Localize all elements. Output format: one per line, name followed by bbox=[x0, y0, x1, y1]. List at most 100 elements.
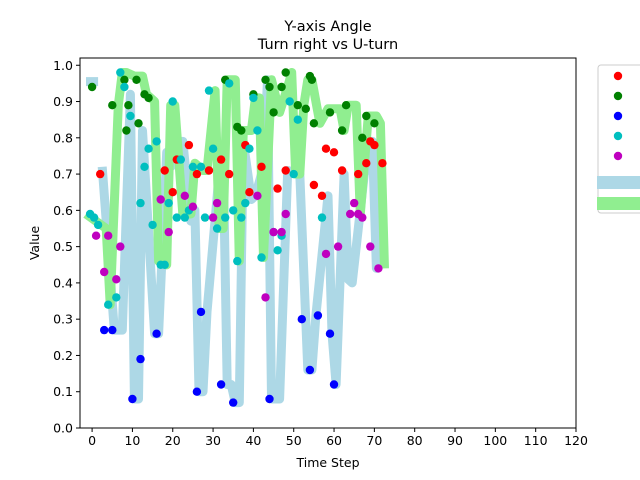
data-point-s1-22 bbox=[309, 119, 319, 128]
data-point-s3-16 bbox=[168, 97, 177, 106]
x-tick-label-10: 10 bbox=[124, 433, 140, 448]
data-point-s3-5 bbox=[116, 68, 125, 77]
data-point-s1-11 bbox=[237, 126, 246, 135]
band-layer bbox=[83, 68, 389, 408]
data-point-s1-13 bbox=[261, 75, 270, 85]
data-point-s3-6 bbox=[120, 82, 129, 92]
data-point-s0-0 bbox=[96, 169, 105, 179]
data-point-s3-43 bbox=[317, 213, 327, 222]
legend bbox=[597, 64, 640, 214]
y-tick-label-0.7: 0.7 bbox=[53, 167, 73, 182]
y-tick-label-0: 0.0 bbox=[53, 421, 73, 436]
data-point-s4-5 bbox=[156, 195, 165, 204]
data-point-s3-28 bbox=[225, 79, 234, 88]
data-point-s2-7 bbox=[216, 380, 226, 389]
x-axis-label: Time Step bbox=[295, 455, 359, 470]
data-point-s3-18 bbox=[176, 155, 185, 164]
data-point-s4-8 bbox=[188, 202, 198, 211]
data-point-s4-1 bbox=[100, 267, 109, 277]
data-point-s1-8 bbox=[144, 93, 153, 103]
legend-marker-1 bbox=[613, 91, 623, 101]
data-point-s4-6 bbox=[164, 227, 173, 237]
data-point-s3-33 bbox=[245, 144, 254, 153]
legend-marker-4 bbox=[613, 151, 623, 161]
data-point-s1-2 bbox=[120, 75, 129, 85]
data-point-s3-41 bbox=[289, 169, 298, 179]
data-point-s2-5 bbox=[192, 387, 202, 396]
data-point-s0-4 bbox=[184, 140, 194, 150]
data-point-s2-11 bbox=[305, 365, 315, 375]
x-tick-label-20: 20 bbox=[165, 433, 181, 448]
data-point-s2-1 bbox=[108, 325, 117, 335]
data-point-s1-16 bbox=[277, 82, 286, 92]
data-point-s4-2 bbox=[104, 231, 113, 240]
data-point-s3-42 bbox=[293, 115, 302, 124]
data-point-s1-5 bbox=[132, 75, 141, 85]
data-point-s4-9 bbox=[208, 213, 218, 222]
y-tick-label-0.8: 0.8 bbox=[53, 130, 73, 145]
data-point-s0-8 bbox=[225, 169, 234, 179]
data-point-s0-10 bbox=[245, 188, 254, 197]
data-point-s3-27 bbox=[221, 213, 230, 222]
data-point-s1-3 bbox=[122, 126, 131, 135]
x-tick-label-30: 30 bbox=[205, 433, 221, 448]
data-point-s0-20 bbox=[362, 159, 371, 168]
data-point-s3-7 bbox=[126, 111, 135, 121]
y-tick-label-0.3: 0.3 bbox=[53, 312, 73, 327]
data-point-s4-14 bbox=[277, 227, 286, 237]
data-point-s0-7 bbox=[216, 155, 226, 164]
data-point-s3-40 bbox=[285, 97, 294, 106]
data-point-s4-15 bbox=[281, 209, 290, 219]
x-tick-label-70: 70 bbox=[366, 433, 382, 448]
data-point-s3-11 bbox=[148, 220, 157, 230]
data-point-s4-0 bbox=[91, 231, 101, 240]
data-point-s3-17 bbox=[172, 213, 181, 222]
data-point-s3-19 bbox=[180, 213, 189, 222]
data-point-s3-31 bbox=[237, 213, 246, 222]
data-point-s3-22 bbox=[196, 162, 206, 171]
data-point-s0-12 bbox=[273, 184, 282, 193]
data-point-s1-1 bbox=[108, 101, 117, 110]
data-point-s3-4 bbox=[112, 293, 121, 302]
data-point-s0-15 bbox=[317, 191, 327, 200]
data-point-s2-4 bbox=[152, 329, 161, 338]
data-point-s3-9 bbox=[140, 162, 149, 171]
data-point-s2-12 bbox=[313, 311, 323, 320]
legend-patch-5 bbox=[597, 176, 640, 189]
data-point-s3-2 bbox=[93, 220, 103, 230]
data-point-s3-1 bbox=[89, 213, 99, 222]
data-point-s2-9 bbox=[265, 394, 274, 404]
y-axis-label: Value bbox=[27, 226, 42, 261]
data-point-s1-23 bbox=[325, 108, 335, 117]
data-point-s3-8 bbox=[136, 198, 145, 208]
data-point-s1-28 bbox=[370, 119, 379, 128]
data-point-s0-1 bbox=[160, 166, 169, 175]
data-point-s1-18 bbox=[293, 101, 302, 110]
data-point-s0-13 bbox=[281, 166, 290, 175]
data-point-s0-18 bbox=[337, 166, 347, 175]
data-point-s3-15 bbox=[164, 198, 173, 208]
data-point-s1-19 bbox=[301, 104, 310, 114]
data-point-s0-5 bbox=[192, 169, 202, 179]
y-tick-label-1: 1.0 bbox=[53, 58, 73, 73]
data-point-s4-18 bbox=[346, 209, 355, 219]
data-point-s2-3 bbox=[136, 354, 145, 364]
data-point-s2-0 bbox=[100, 325, 109, 335]
data-point-s4-3 bbox=[112, 275, 121, 284]
y-tick-label-0.5: 0.5 bbox=[53, 239, 73, 254]
data-point-s1-27 bbox=[362, 111, 371, 121]
data-point-s3-23 bbox=[200, 213, 210, 222]
data-point-s4-16 bbox=[321, 249, 331, 259]
legend-marker-3 bbox=[613, 131, 623, 141]
data-point-s4-19 bbox=[350, 198, 359, 208]
legend-marker-0 bbox=[613, 71, 623, 81]
data-point-s1-0 bbox=[87, 82, 97, 92]
x-tick-label-0: 0 bbox=[88, 433, 96, 448]
data-point-s4-10 bbox=[212, 198, 222, 208]
data-point-s3-25 bbox=[208, 144, 218, 153]
x-tick-label-80: 80 bbox=[407, 433, 423, 448]
legend-marker-2 bbox=[613, 111, 623, 121]
data-point-s2-8 bbox=[229, 398, 238, 407]
x-tick-label-50: 50 bbox=[286, 433, 302, 448]
data-point-s0-23 bbox=[378, 159, 387, 168]
